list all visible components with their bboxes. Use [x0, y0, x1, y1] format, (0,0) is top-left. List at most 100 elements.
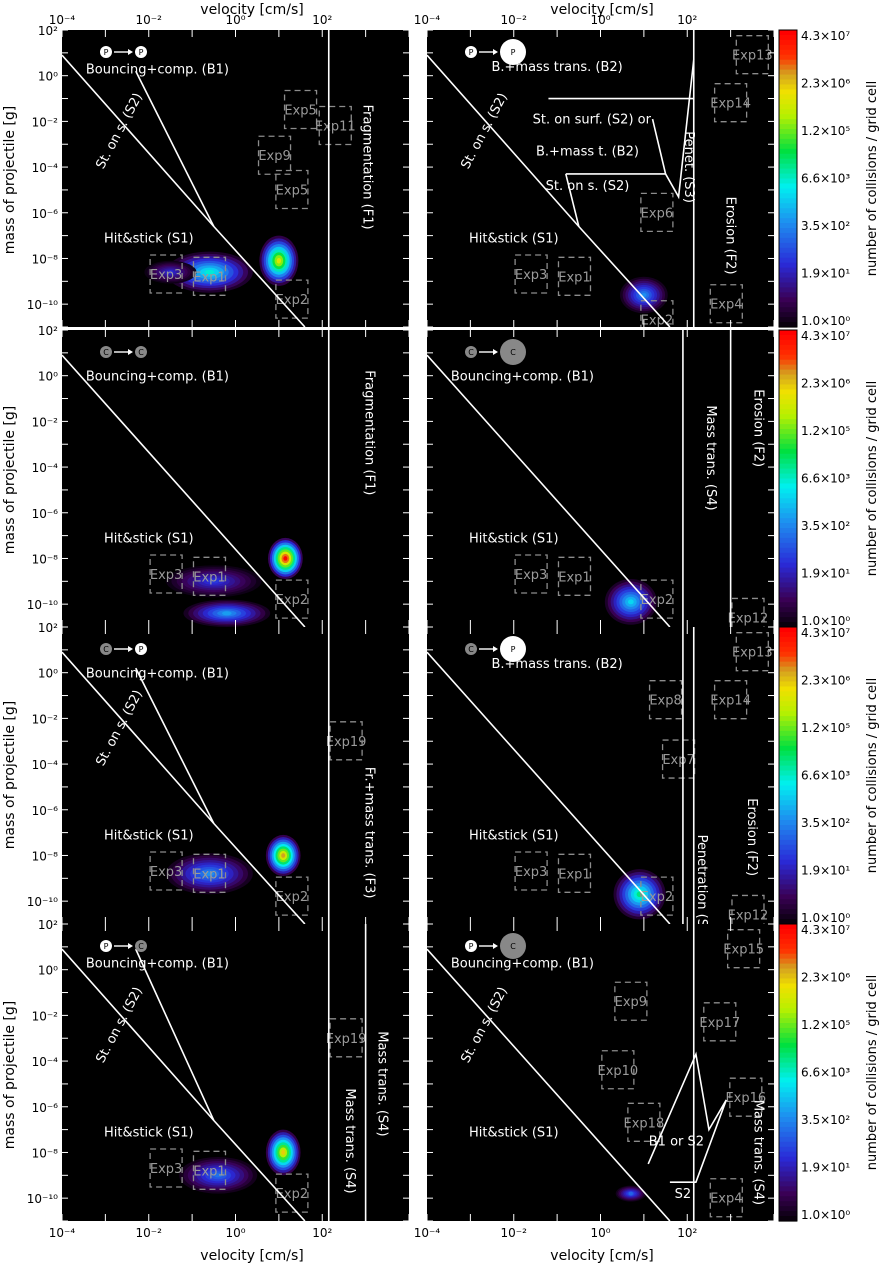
experiment-label: Exp3: [515, 865, 547, 880]
colorbar-tick-label: 3.5×10²: [801, 1113, 850, 1127]
target-icon: [135, 940, 147, 952]
experiment-box: [192, 256, 227, 296]
y-tick-label: 10⁰: [38, 667, 58, 681]
y-axis-label-row4: mass of projectile [g]: [2, 1001, 18, 1149]
density-contour: [276, 257, 282, 264]
colorbar-tick-label: 1.2×10⁵: [801, 1018, 850, 1032]
y-tick-label: 10⁻⁶: [32, 804, 59, 818]
regime-label: Bouncing+comp. (B1): [451, 956, 594, 971]
y-tick-label: 10⁰: [38, 70, 58, 84]
experiment-box: [192, 853, 227, 893]
experiment-box: [149, 554, 183, 594]
regime-label: Bouncing+comp. (B1): [86, 62, 229, 77]
experiment-box: [275, 579, 309, 619]
experiment-label: Exp9: [258, 149, 290, 164]
density-blob: [183, 599, 271, 627]
x-tick-label: 10⁻²: [501, 13, 528, 27]
x-tick-label: 10⁻⁴: [49, 13, 76, 27]
colorbar-tick-label: 1.2×10⁵: [801, 124, 850, 138]
y-tick-label: 10⁻⁴: [32, 1055, 59, 1069]
projectile-icon: [100, 643, 112, 655]
regime-boundary: [647, 1051, 728, 1183]
experiment-label: Exp1: [558, 867, 590, 882]
experiment-box: [709, 1178, 743, 1218]
colorbar-label: number of collisions / grid cell: [865, 81, 880, 276]
experiment-box: [329, 1018, 363, 1058]
colorbar-label: number of collisions / grid cell: [865, 678, 880, 873]
y-tick-label: 10⁻¹⁰: [27, 895, 58, 909]
y-tick-label: 10⁰: [38, 370, 58, 384]
y-tick-label: 10⁻²: [32, 712, 59, 726]
experiment-box: [514, 254, 548, 294]
regime-label: Fragmentation (F1): [359, 105, 374, 230]
regime-label: Mass trans. (S4): [750, 1100, 765, 1205]
experiment-box: [149, 1148, 183, 1188]
experiment-box: [283, 89, 318, 130]
colorbar-tick-label: 2.3×10⁶: [801, 377, 850, 391]
svg-text:P: P: [469, 942, 474, 951]
panel-cp_big: Exp1Exp2Exp3Exp7Exp8Exp12Exp13Exp14B.+ma…: [426, 626, 775, 925]
density-contour: [208, 579, 220, 584]
target-icon: [500, 933, 526, 959]
colorbar: 1.0×10⁰ 1.9×10¹ 3.5×10² 6.6×10³ 1.2×10⁵ 2.3×1…: [778, 329, 880, 628]
density-contour: [222, 611, 232, 616]
regime-label: St. on s. (S2): [546, 179, 630, 194]
tick-marks: [426, 329, 775, 628]
colorbar-tick-label: 2.3×10⁶: [801, 77, 850, 91]
density-blob: [166, 251, 253, 293]
experiment-label: Exp1: [193, 570, 225, 585]
experiment-label: Exp3: [150, 568, 182, 583]
experiment-box: [614, 981, 648, 1021]
x-tick-label: 10⁻²: [136, 13, 163, 27]
y-tick-label: 10⁻⁶: [32, 1101, 59, 1115]
svg-text:C: C: [468, 348, 474, 357]
regime-label: Bouncing+comp. (B1): [86, 956, 229, 971]
regime-label: Hit&stick (S1): [104, 231, 194, 246]
experiment-box: [275, 279, 309, 319]
experiment-box: [514, 851, 548, 891]
colorbar-tick-label: 4.3×10⁷: [801, 329, 850, 343]
colorbar-tick-label: 1.9×10¹: [801, 567, 850, 581]
experiment-box: [557, 256, 592, 296]
x-tick-label: 10⁻⁴: [414, 1226, 441, 1240]
experiment-label: Exp1: [558, 270, 590, 285]
experiment-box: [557, 556, 592, 596]
regime-label: Bouncing+comp. (B1): [86, 369, 229, 384]
regime-label: Fragmentation (F1): [362, 370, 377, 495]
regime-label: B1 or S2: [649, 1135, 704, 1150]
experiment-label: Exp14: [710, 694, 751, 709]
colorbar-tick-label: 3.5×10²: [801, 519, 850, 533]
density-contour: [167, 270, 174, 275]
projectile-icon: [465, 346, 477, 358]
y-tick-label: 10²: [38, 918, 58, 932]
colorbar-tick-label: 4.3×10⁷: [801, 923, 850, 937]
experiment-label: Exp10: [597, 1064, 638, 1079]
y-tick-label: 10⁻⁴: [32, 758, 59, 772]
experiment-box: [640, 876, 674, 916]
regime-label: Erosion (F2): [722, 197, 737, 275]
axes: 10² 10⁰ 10⁻² 10⁻⁴ 10⁻⁶ 10⁻⁸ 10⁻¹⁰ 10⁻⁴ 10⁻² 10⁰ 10…: [27, 13, 698, 1240]
svg-text:C: C: [103, 348, 109, 357]
colorbar-tick-label: 6.6×10³: [801, 472, 850, 486]
regime-label: Hit&stick (S1): [104, 828, 194, 843]
regime-label: St. on surf. (S2) or: [533, 113, 652, 128]
svg-text:P: P: [511, 645, 516, 654]
colorbar-tick-label: 1.9×10¹: [801, 864, 850, 878]
experiment-label: Exp14: [710, 97, 751, 112]
experiment-label: Exp4: [710, 1192, 742, 1207]
experiment-box: [731, 597, 765, 627]
y-tick-label: 10⁻⁴: [32, 461, 59, 475]
experiment-label: Exp3: [150, 268, 182, 283]
density-contour: [283, 556, 288, 561]
colorbar-tick-label: 2.3×10⁶: [801, 971, 850, 985]
density-blob: [604, 579, 657, 625]
regime-boundary: [135, 667, 215, 824]
panel-background: [427, 627, 774, 924]
svg-text:C: C: [138, 942, 144, 951]
regime-boundary: [427, 354, 671, 627]
